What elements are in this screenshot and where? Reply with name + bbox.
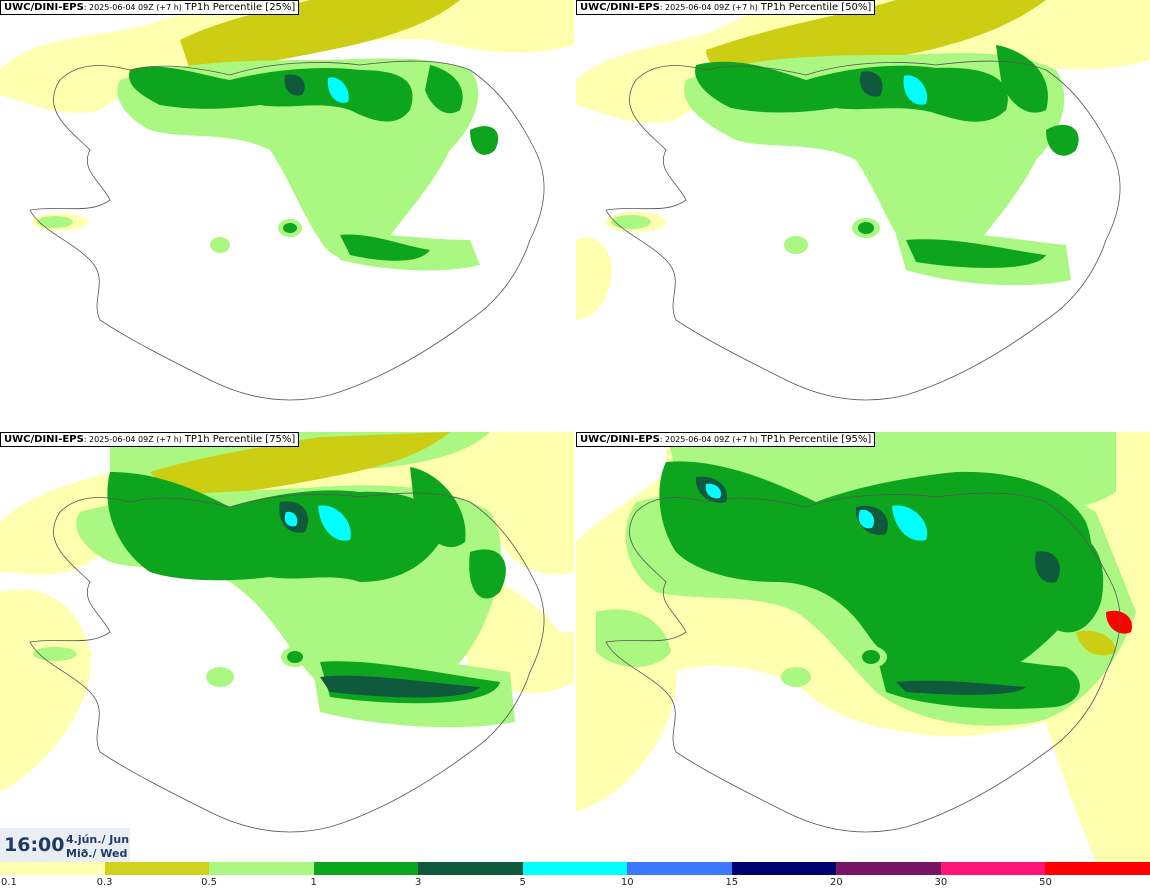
panel-p25: UWC/DINI-EPS: 2025-06-04 09Z (+7 h) TP1h… xyxy=(0,0,574,430)
legend-swatch xyxy=(940,862,1047,875)
legend-tick-label: 5 xyxy=(519,877,526,888)
legend-swatch xyxy=(1045,862,1150,875)
precip-field xyxy=(576,432,1150,862)
precip-map xyxy=(0,432,574,833)
precip-map xyxy=(576,0,1150,401)
precip-field xyxy=(576,0,1150,320)
coastline xyxy=(29,492,545,833)
legend-swatch xyxy=(522,862,629,875)
legend-tick-label: 10 xyxy=(620,877,634,888)
legend-swatch xyxy=(836,862,942,875)
coastline xyxy=(29,60,545,401)
panel-p50: UWC/DINI-EPS: 2025-06-04 09Z (+7 h) TP1h… xyxy=(576,0,1150,430)
legend-tick-label: 30 xyxy=(934,877,948,888)
legend-swatch xyxy=(0,862,106,875)
legend-tick-label: 3 xyxy=(414,877,422,888)
precip-map xyxy=(0,0,574,401)
panel-title: UWC/DINI-EPS: 2025-06-04 09Z (+7 h) TP1h… xyxy=(576,432,876,447)
coastline xyxy=(605,492,1121,833)
legend-swatch xyxy=(209,862,315,875)
legend-swatch xyxy=(313,862,420,875)
color-legend: 0.1 0.3 0.5 1 3 5 10 15 20 30 50 xyxy=(0,862,1150,891)
panel-title: UWC/DINI-EPS: 2025-06-04 09Z (+7 h) TP1h… xyxy=(576,0,876,15)
legend-tick-label: 0.1 xyxy=(1,877,17,888)
legend-tick-label: 15 xyxy=(725,877,739,888)
legend-tick-label: 0.3 xyxy=(96,877,113,888)
legend-swatch xyxy=(731,862,838,875)
panel-title: UWC/DINI-EPS: 2025-06-04 09Z (+7 h) TP1h… xyxy=(0,432,300,447)
legend-swatch xyxy=(627,862,733,875)
coastline xyxy=(605,60,1121,401)
legend-swatch xyxy=(418,862,524,875)
panel-p95: UWC/DINI-EPS: 2025-06-04 09Z (+7 h) TP1h… xyxy=(576,432,1150,862)
panel-title: UWC/DINI-EPS: 2025-06-04 09Z (+7 h) TP1h… xyxy=(0,0,300,15)
precip-map xyxy=(576,432,1150,862)
legend-tick-label: 0.5 xyxy=(201,877,218,888)
legend-tick-label: 50 xyxy=(1039,877,1052,888)
valid-time: 16:00 xyxy=(4,834,65,856)
legend-swatch xyxy=(104,862,211,875)
precip-field xyxy=(0,0,574,271)
valid-time-box: 16:00 4.jún./ Jun Mið./ Wed xyxy=(0,828,130,862)
legend-tick-label: 1 xyxy=(310,877,317,888)
panel-p75: UWC/DINI-EPS: 2025-06-04 09Z (+7 h) TP1h… xyxy=(0,432,574,862)
legend-tick-label: 20 xyxy=(829,877,843,888)
valid-date-line1: 4.jún./ Jun xyxy=(66,833,130,846)
valid-date-line2: Mið./ Wed xyxy=(66,847,128,860)
precip-field xyxy=(0,432,574,792)
